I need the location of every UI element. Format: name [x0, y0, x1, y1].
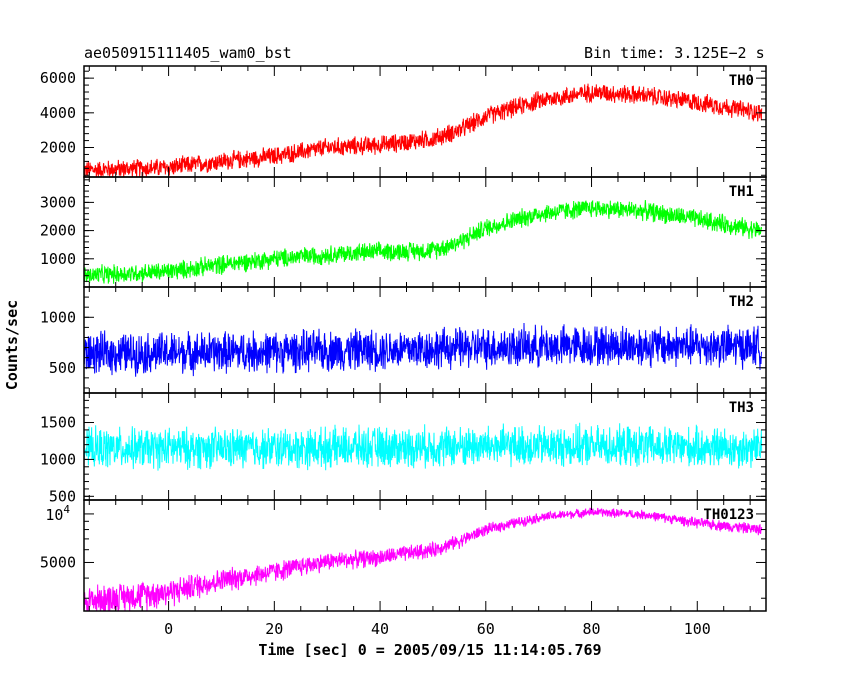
y-tick-label: 1000 — [40, 308, 76, 326]
y-tick-label: 6000 — [40, 69, 76, 87]
y-tick-label: 104 — [45, 503, 70, 524]
x-tick-label: 60 — [477, 620, 495, 638]
x-tick-label: 80 — [583, 620, 601, 638]
series-line-th2 — [84, 322, 763, 377]
y-tick-label: 5000 — [40, 553, 76, 571]
y-tick-label: 2000 — [40, 222, 76, 240]
x-tick-label: 100 — [684, 620, 711, 638]
panel-label-th2: TH2 — [729, 294, 754, 310]
series-line-th0 — [84, 83, 763, 177]
panel-label-th0123: TH0123 — [703, 507, 754, 523]
series-line-th3 — [84, 422, 763, 471]
y-tick-label: 500 — [49, 359, 76, 377]
y-tick-label: 1500 — [40, 414, 76, 432]
plot-title: ae050915111405_wam0_bst — [84, 44, 292, 62]
y-tick-label: 1000 — [40, 450, 76, 468]
bin-time-label: Bin time: 3.125E−2 s — [584, 44, 765, 62]
panel-frame-th1 — [83, 176, 767, 288]
y-tick-label: 1000 — [40, 250, 76, 268]
y-axis-label: Counts/sec — [3, 300, 21, 390]
panel-frame-th0123 — [83, 499, 767, 612]
y-tick-label: 3000 — [40, 193, 76, 211]
x-tick-label: 0 — [164, 620, 173, 638]
y-tick-label: 2000 — [40, 139, 76, 157]
x-axis-label: Time [sec] 0 = 2005/09/15 11:14:05.769 — [258, 641, 601, 659]
panel-label-th1: TH1 — [729, 184, 754, 200]
x-tick-label: 40 — [371, 620, 389, 638]
panel-label-th0: TH0 — [729, 73, 754, 89]
y-tick-label: 4000 — [40, 104, 76, 122]
x-tick-label: 20 — [265, 620, 283, 638]
series-line-th0123 — [84, 507, 763, 611]
y-tick-label: 500 — [49, 487, 76, 505]
panel-label-th3: TH3 — [729, 400, 754, 416]
series-line-th1 — [84, 199, 763, 284]
